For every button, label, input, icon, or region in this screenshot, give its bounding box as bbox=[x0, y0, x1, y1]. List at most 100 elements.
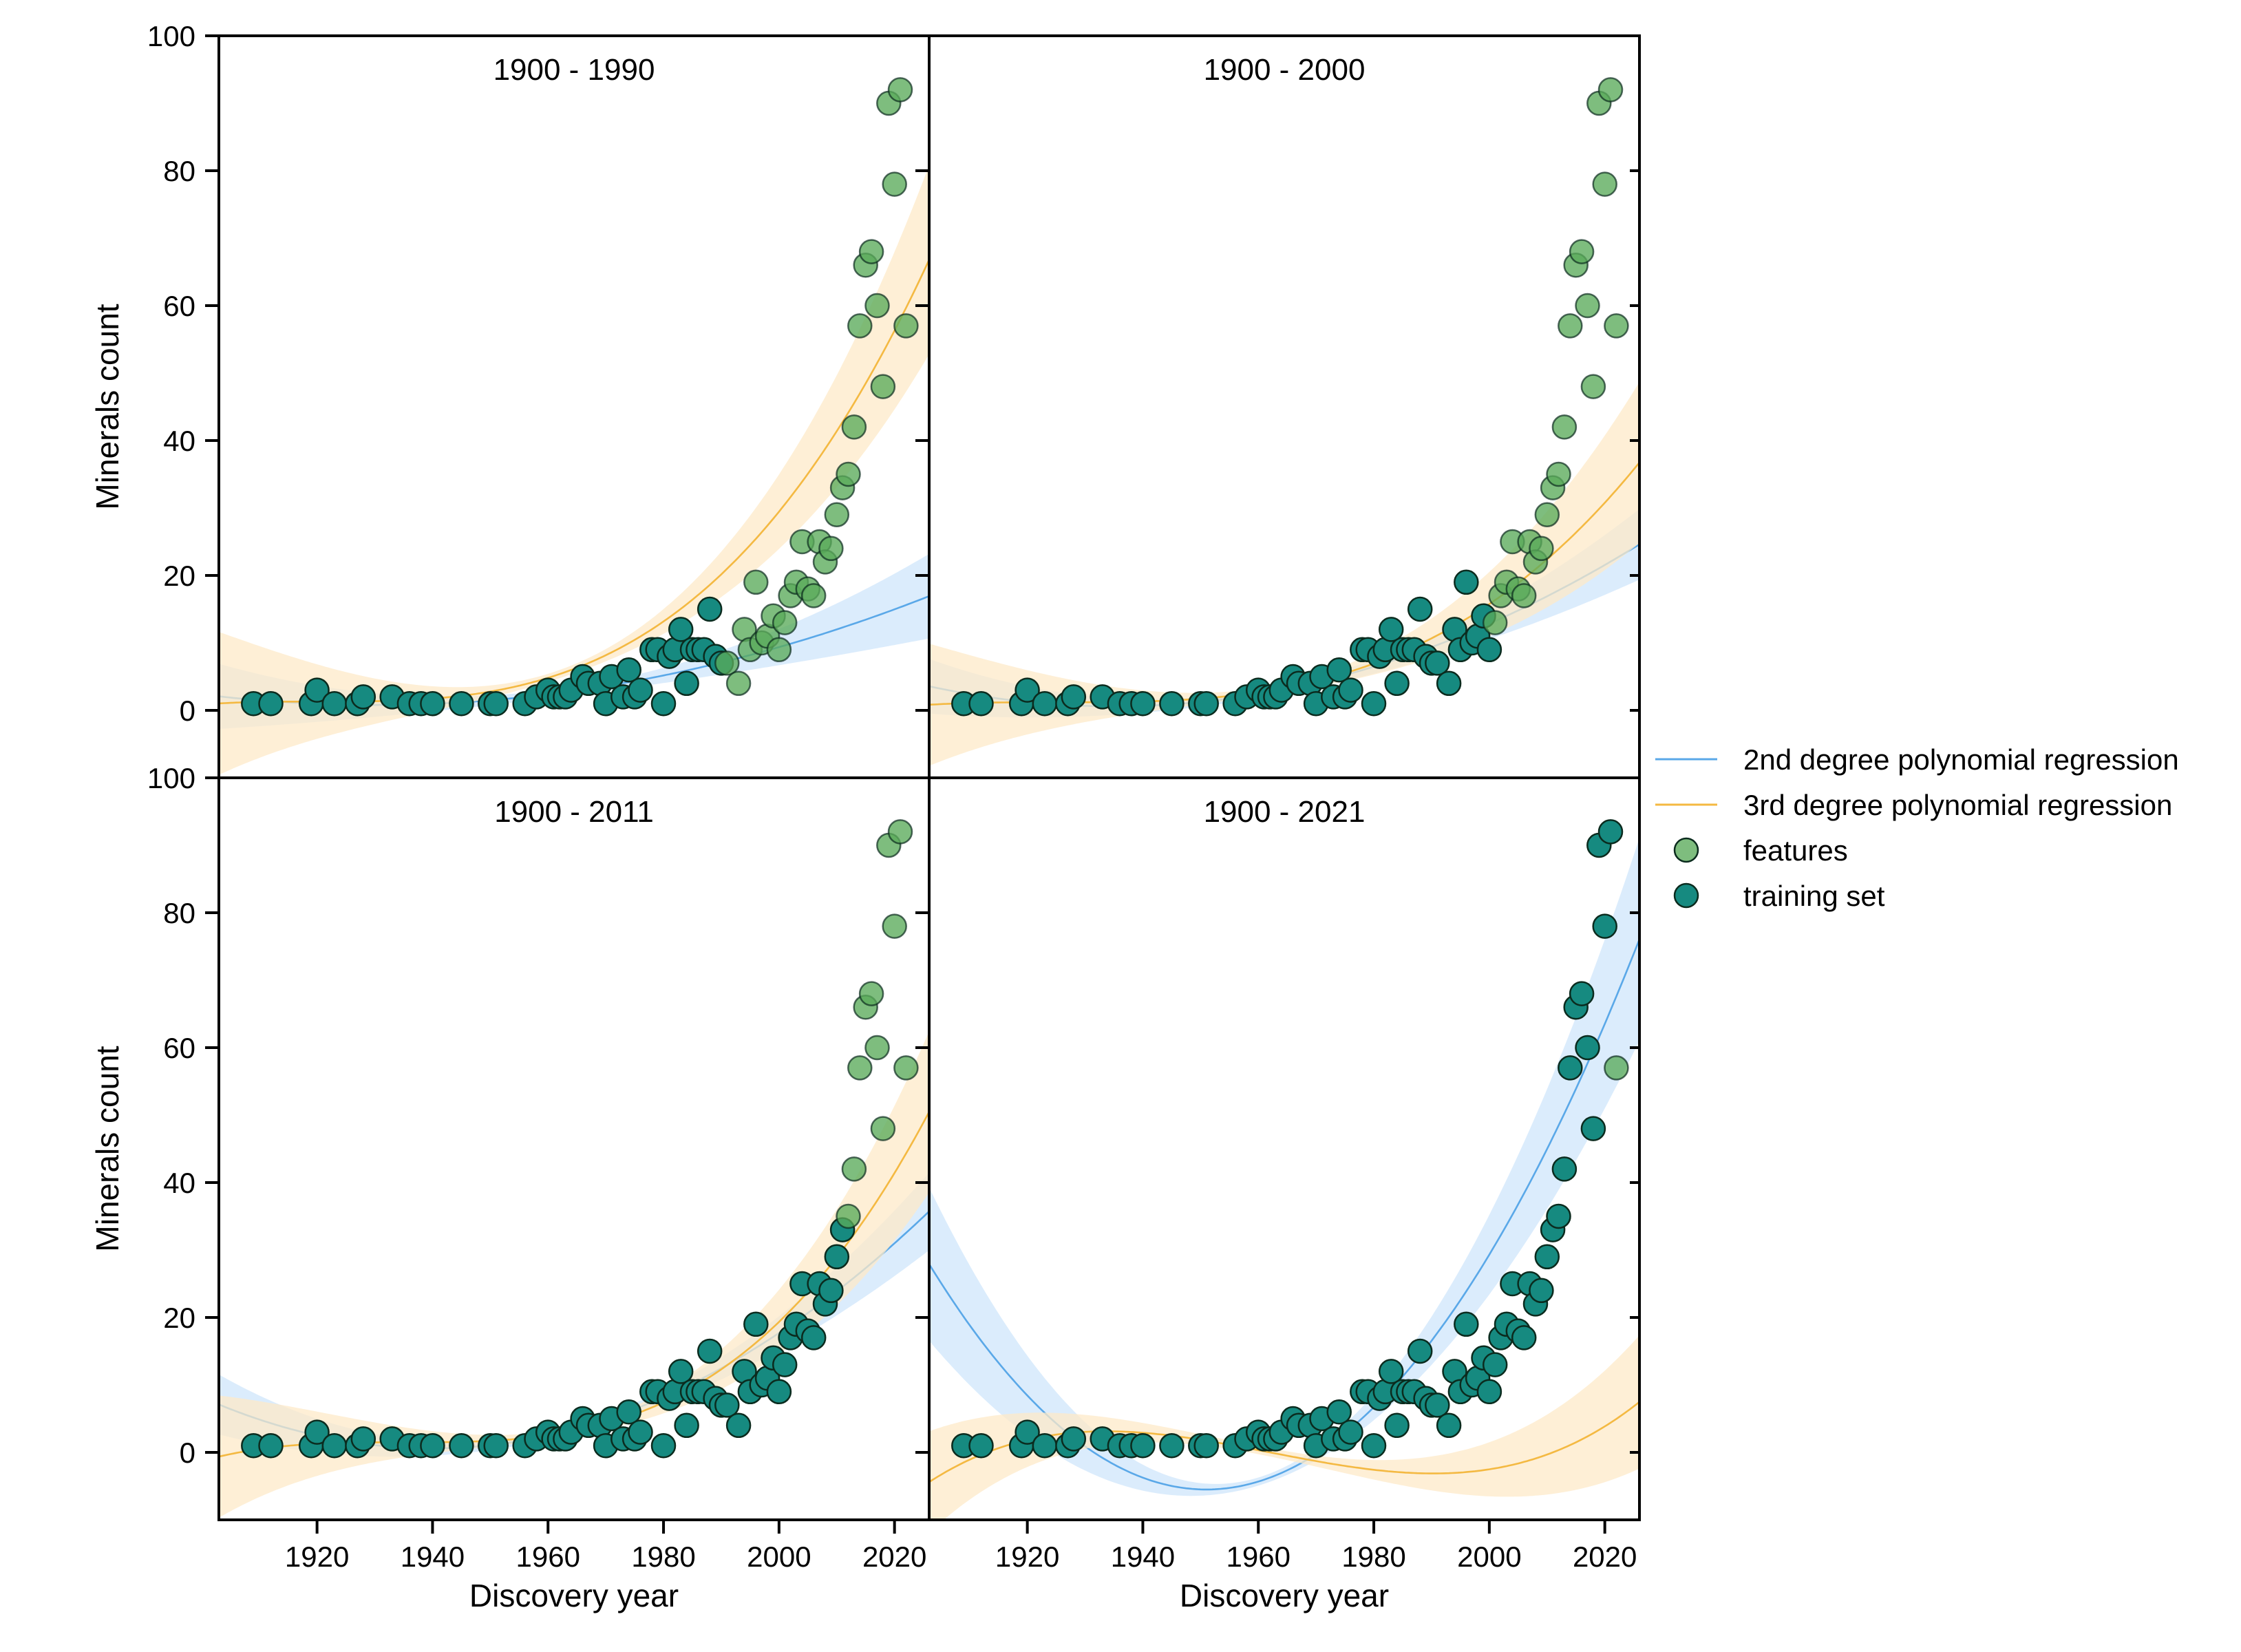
training-point bbox=[483, 1432, 509, 1459]
feature-point bbox=[1575, 293, 1600, 319]
feature-point bbox=[1546, 461, 1571, 487]
training-point bbox=[1482, 1352, 1508, 1377]
feature-point bbox=[882, 913, 907, 939]
feature-point bbox=[836, 1203, 861, 1229]
y-tick-label: 60 bbox=[163, 290, 195, 322]
x-tick-label: 1920 bbox=[995, 1540, 1059, 1573]
feature-point bbox=[841, 1156, 867, 1182]
legend-label: 2nd degree polynomial regression bbox=[1743, 743, 2179, 776]
feature-point bbox=[887, 819, 913, 845]
training-point bbox=[1130, 690, 1156, 717]
plot-area bbox=[929, 819, 1639, 1520]
feature-point bbox=[1534, 502, 1560, 528]
training-point bbox=[1384, 670, 1410, 697]
training-point bbox=[1575, 1035, 1600, 1061]
training-point bbox=[1425, 1392, 1450, 1418]
training-point bbox=[449, 1432, 474, 1459]
subplot-title: 1900 - 2000 bbox=[1204, 53, 1366, 87]
training-point bbox=[616, 657, 641, 683]
feature-point bbox=[1592, 171, 1617, 197]
y-tick-label: 0 bbox=[180, 1437, 195, 1469]
subplot-3: 1900 - 2011 0 20 40 60 80 100 1920 1940 1960 1980 2… bbox=[89, 762, 931, 1613]
subplot-title: 1900 - 1990 bbox=[493, 53, 655, 87]
x-tick-label: 1920 bbox=[285, 1540, 349, 1573]
training-point bbox=[1015, 677, 1040, 703]
training-point bbox=[668, 617, 694, 642]
feature-point bbox=[841, 414, 867, 440]
axes-frame bbox=[928, 34, 1641, 779]
training-point bbox=[1534, 1244, 1560, 1270]
training-point bbox=[1597, 819, 1624, 845]
feature-point bbox=[725, 670, 752, 697]
training-point bbox=[1546, 1203, 1571, 1229]
legend-item: 2nd degree polynomial regression bbox=[1655, 743, 2179, 776]
feature-point bbox=[772, 610, 798, 635]
feature-point bbox=[1604, 1055, 1629, 1081]
training-point bbox=[1032, 1432, 1058, 1459]
training-point bbox=[1130, 1432, 1156, 1459]
feature-point bbox=[800, 583, 827, 608]
training-point bbox=[968, 1432, 994, 1459]
x-tick-label: 1960 bbox=[516, 1540, 580, 1573]
training-point bbox=[818, 1278, 844, 1304]
plot-area bbox=[219, 77, 929, 775]
training-point bbox=[304, 1419, 330, 1445]
training-point bbox=[350, 684, 376, 710]
training-point bbox=[1580, 1116, 1606, 1141]
x-tick-label: 1980 bbox=[631, 1540, 695, 1573]
training-point bbox=[350, 1426, 376, 1452]
cubic-confidence-band bbox=[929, 1335, 1639, 1520]
training-point bbox=[258, 690, 284, 717]
legend-item: 3rd degree polynomial regression bbox=[1655, 789, 2172, 821]
y-tick-label: 40 bbox=[163, 425, 195, 457]
feature-point bbox=[847, 1055, 873, 1081]
feature-point bbox=[1558, 313, 1583, 339]
training-point bbox=[743, 1311, 769, 1337]
feature-point bbox=[893, 1055, 919, 1081]
training-point bbox=[321, 1432, 348, 1459]
plot-area bbox=[929, 77, 1639, 766]
x-tick-label: 1940 bbox=[1111, 1540, 1175, 1573]
training-point bbox=[650, 1432, 677, 1459]
feature-point bbox=[836, 461, 861, 487]
training-point bbox=[800, 1325, 827, 1351]
y-axis-label: Minerals count bbox=[89, 1046, 125, 1251]
training-point bbox=[1476, 637, 1502, 663]
training-point bbox=[1326, 657, 1352, 683]
legend: 2nd degree polynomial regression 3rd degr… bbox=[1655, 743, 2179, 912]
x-tick-label: 1940 bbox=[401, 1540, 465, 1573]
feature-point bbox=[1580, 374, 1606, 399]
legend-label: training set bbox=[1743, 880, 1885, 912]
training-point bbox=[1326, 1399, 1352, 1425]
training-point bbox=[258, 1432, 284, 1459]
feature-point bbox=[743, 569, 769, 595]
feature-point bbox=[1482, 610, 1508, 635]
training-point bbox=[304, 677, 330, 703]
y-tick-label: 80 bbox=[163, 897, 195, 929]
feature-point bbox=[864, 1035, 890, 1061]
feature-point bbox=[766, 637, 792, 663]
y-tick-label: 20 bbox=[163, 560, 195, 592]
training-point bbox=[420, 690, 445, 717]
training-point bbox=[1061, 1426, 1087, 1452]
plot-area bbox=[219, 819, 929, 1518]
training-point bbox=[628, 677, 653, 703]
training-point bbox=[697, 596, 723, 622]
training-point bbox=[1511, 1325, 1537, 1351]
axes-frame bbox=[928, 776, 1641, 1521]
training-point bbox=[1361, 690, 1387, 717]
training-point bbox=[772, 1352, 798, 1377]
training-point bbox=[1436, 670, 1462, 697]
training-point bbox=[1551, 1156, 1578, 1182]
axes-frame bbox=[217, 776, 931, 1521]
training-point bbox=[1193, 1432, 1219, 1459]
y-tick-label: 60 bbox=[163, 1032, 195, 1064]
training-point bbox=[616, 1399, 641, 1425]
x-tick-label: 2020 bbox=[1573, 1540, 1637, 1573]
feature-point bbox=[1511, 583, 1537, 608]
x-axis-label: Discovery year bbox=[469, 1578, 679, 1613]
training-point bbox=[1436, 1412, 1462, 1439]
feature-point bbox=[1529, 536, 1554, 562]
